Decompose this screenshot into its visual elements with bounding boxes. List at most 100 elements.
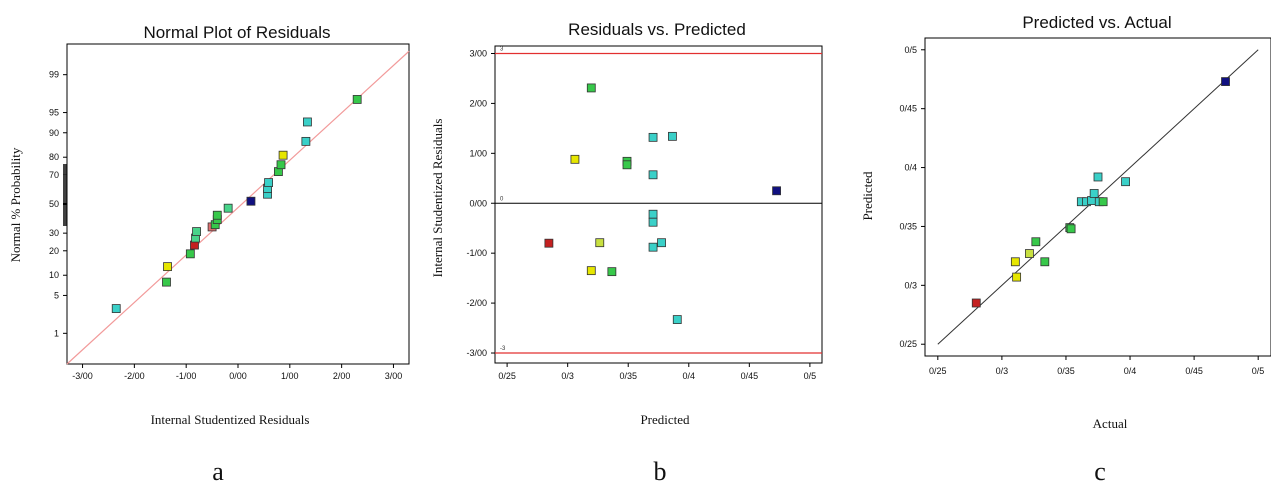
y-tick-label: 10 <box>49 270 59 280</box>
data-point <box>1012 272 1022 282</box>
data-point <box>192 227 201 236</box>
x-axis-label: Actual <box>1093 416 1128 431</box>
x-tick-label: 0/3 <box>996 366 1009 376</box>
chart-title: Residuals vs. Predicted <box>568 20 746 39</box>
x-axis-label: Internal Studentized Residuals <box>151 412 310 427</box>
data-point <box>1089 189 1099 198</box>
y-tick-label: 20 <box>49 246 59 256</box>
data-point <box>648 170 658 180</box>
plot-frame <box>494 45 823 364</box>
data-point <box>1066 224 1076 234</box>
y-tick-label: 0/45 <box>899 104 917 114</box>
data-point <box>1098 197 1108 207</box>
x-tick-label: 0/3 <box>561 371 574 381</box>
x-axis-label: Predicted <box>640 412 690 427</box>
y-tick-label: 0/5 <box>904 45 917 55</box>
data-point <box>223 203 233 213</box>
panel-label: c <box>1094 457 1106 485</box>
x-tick-label: -1/00 <box>176 371 197 381</box>
y-tick-label: 1/00 <box>469 148 487 158</box>
y-tick-label: 99 <box>49 70 59 80</box>
x-tick-label: 0/25 <box>498 371 516 381</box>
y-axis-label: Normal % Probability <box>8 147 23 262</box>
residuals-vs-predicted-panel: Residuals vs. Predicted 0/25 0/3 0/35 0/4 0/… <box>430 20 823 485</box>
data-point <box>303 117 312 127</box>
predicted-vs-actual-panel: Predicted vs. Actual 0/25 0/3 0/35 0/4 0/45 0… <box>860 13 1271 485</box>
data-point <box>111 304 121 313</box>
limit-line-label: -3 <box>500 346 506 352</box>
data-point <box>668 131 677 141</box>
x-tick-label: 0/4 <box>1124 366 1137 376</box>
y-axis-label: Internal Studentized Residuals <box>430 119 445 278</box>
data-point <box>622 160 632 170</box>
data-point <box>301 136 311 146</box>
y-tick-label: -2/00 <box>466 298 487 308</box>
y-tick-label: -3/00 <box>466 348 487 358</box>
x-tick-label: -2/00 <box>124 371 145 381</box>
data-point <box>648 242 658 252</box>
data-point <box>595 238 605 248</box>
data-point <box>212 210 222 220</box>
y-tick-label: 0/35 <box>899 221 917 231</box>
y-tick-label: 3/00 <box>469 48 487 58</box>
plot-frame <box>66 43 410 365</box>
data-point <box>163 262 172 272</box>
y-tick-label: 80 <box>49 152 59 162</box>
y-tick-label: 5 <box>54 290 59 300</box>
data-point <box>1121 177 1130 187</box>
y-tick-label: 2/00 <box>469 98 487 108</box>
data-point <box>1040 257 1050 267</box>
data-point <box>772 186 781 196</box>
y-tick-label: 0/4 <box>904 163 917 173</box>
y-tick-label: 0/25 <box>899 339 917 349</box>
data-point <box>1010 257 1020 267</box>
chart-title: Normal Plot of Residuals <box>143 23 330 42</box>
limit-line-label: 3 <box>500 46 504 52</box>
data-point <box>586 83 596 93</box>
data-point <box>657 238 666 248</box>
x-tick-label: 2/00 <box>333 371 351 381</box>
y-tick-label: -1/00 <box>466 248 487 258</box>
x-tick-label: 1/00 <box>281 371 299 381</box>
data-point <box>276 160 286 170</box>
data-point <box>162 277 171 287</box>
panel-label: b <box>654 457 667 485</box>
chart-title: Predicted vs. Actual <box>1022 13 1171 32</box>
x-tick-label: 0/45 <box>1185 366 1203 376</box>
data-point <box>1093 172 1103 182</box>
panel-label: a <box>212 457 224 485</box>
x-tick-label: 3/00 <box>385 371 403 381</box>
data-point <box>185 249 195 259</box>
x-tick-label: 0/4 <box>683 371 696 381</box>
y-tick-label: 0/00 <box>469 198 487 208</box>
x-tick-label: -3/00 <box>72 371 93 381</box>
data-point <box>672 315 682 324</box>
data-point <box>278 150 288 160</box>
x-tick-label: 0/5 <box>1252 366 1265 376</box>
x-tick-label: 0/35 <box>619 371 637 381</box>
zero-line-label: 0 <box>500 196 504 202</box>
plot-frame <box>924 37 1271 357</box>
data-point <box>971 298 981 308</box>
data-point <box>648 217 658 227</box>
data-point <box>607 267 617 277</box>
data-point <box>586 266 596 276</box>
y-tick-label: 90 <box>49 128 59 138</box>
data-point <box>544 238 554 248</box>
x-tick-label: 0/45 <box>741 371 759 381</box>
y-axis-label: Predicted <box>860 171 875 221</box>
y-tick-label: 70 <box>49 170 59 180</box>
reference-line <box>66 50 410 365</box>
y-tick-label: 1 <box>54 328 59 338</box>
y-tick-label: 50 <box>49 199 59 209</box>
data-point <box>1031 237 1041 247</box>
x-tick-label: 0/5 <box>804 371 817 381</box>
data-point <box>1221 77 1230 86</box>
data-point <box>648 209 658 219</box>
x-tick-label: 0/35 <box>1057 366 1075 376</box>
data-point <box>570 154 580 164</box>
y-tick-label: 0/3 <box>904 280 917 290</box>
data-point <box>246 196 256 206</box>
y-tick-label: 30 <box>49 228 59 238</box>
normal-plot-panel: Normal Plot of Residuals -3/00 -2/00 -1/00… <box>8 23 410 485</box>
